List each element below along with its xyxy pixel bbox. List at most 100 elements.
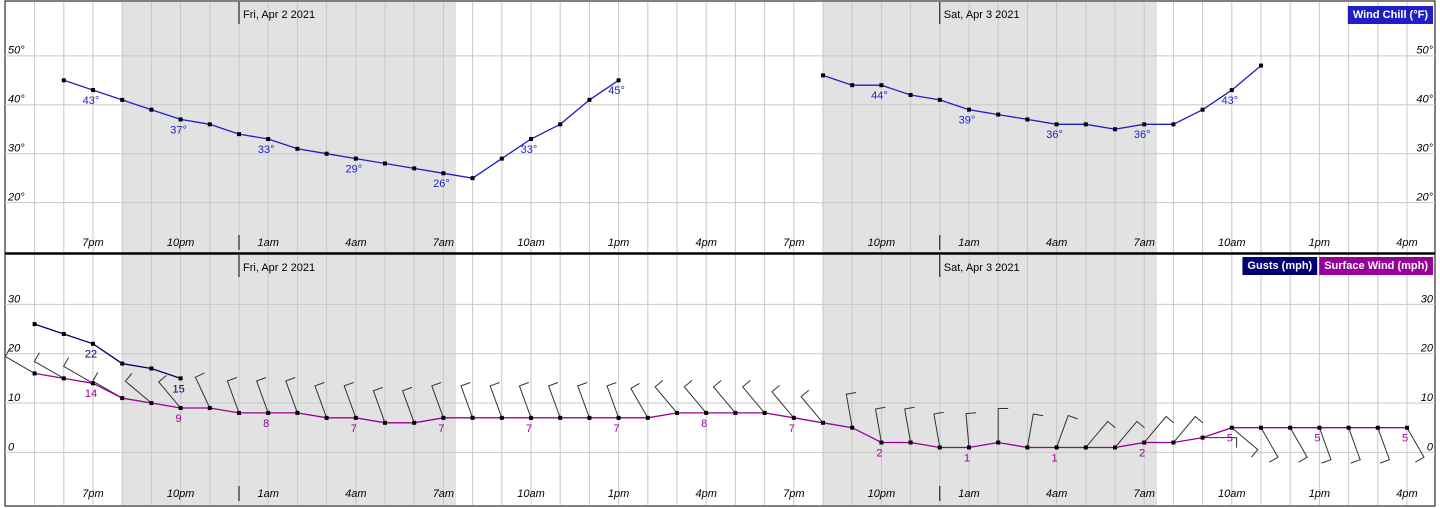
data-point: [1229, 88, 1234, 93]
data-label: 2: [876, 447, 882, 459]
data-point: [1171, 122, 1176, 127]
y-tick-label: 10: [8, 392, 21, 404]
date-label: Sat, Apr 3 2021: [944, 262, 1020, 274]
x-tick-label: 7pm: [82, 488, 103, 500]
data-point: [324, 151, 329, 156]
wind-barb: [4, 347, 35, 374]
x-tick-label: 7am: [433, 488, 454, 500]
data-point: [821, 73, 825, 78]
wind-barb: [1318, 427, 1332, 464]
data-point: [1200, 107, 1205, 112]
data-point: [821, 420, 825, 425]
wind-barb: [1143, 415, 1175, 443]
x-tick-label: 1am: [257, 488, 278, 500]
data-point: [470, 415, 475, 420]
x-tick-label: 4am: [345, 237, 366, 249]
data-point: [616, 78, 621, 83]
x-tick-label: 1am: [257, 237, 278, 249]
x-tick-label: 7am: [433, 237, 454, 249]
data-point: [120, 396, 125, 401]
wind-barb: [712, 380, 736, 414]
data-point: [1142, 122, 1147, 127]
series-line: [34, 323, 181, 380]
data-label: 37°: [170, 124, 187, 136]
data-point: [120, 361, 125, 366]
legend-box: [1242, 257, 1318, 275]
legend-label: Gusts (mph): [1247, 260, 1312, 272]
wind-barb: [33, 352, 65, 379]
data-point: [178, 376, 183, 381]
data-point: [178, 405, 183, 410]
legend-box: [1347, 6, 1433, 24]
x-tick-label: 4pm: [695, 488, 716, 500]
data-point: [266, 410, 271, 415]
wind-barb: [904, 406, 915, 443]
wind-barb: [460, 382, 474, 419]
wind-barb: [1289, 427, 1308, 463]
y-tick-label: 20°: [1415, 192, 1433, 204]
data-label: 36°: [1134, 129, 1151, 141]
data-point: [1229, 425, 1234, 430]
data-point: [353, 415, 358, 420]
data-point: [1259, 425, 1263, 430]
data-point: [32, 322, 37, 327]
data-point: [178, 117, 183, 122]
y-tick-label: 40°: [1416, 94, 1433, 106]
y-tick-label: 0: [1427, 441, 1434, 453]
wind-barb: [845, 392, 857, 428]
x-tick-label: 4pm: [1396, 488, 1417, 500]
data-label: 5: [1402, 433, 1408, 445]
data-point: [383, 161, 387, 166]
data-label: 7: [438, 423, 444, 435]
data-label: 7: [789, 423, 795, 435]
data-point: [383, 420, 387, 425]
data-point: [1171, 440, 1176, 445]
data-label: 44°: [871, 90, 888, 102]
data-label: 33°: [521, 144, 538, 156]
wind-barb: [1231, 427, 1259, 458]
data-point: [1054, 445, 1059, 450]
wind-barb: [1348, 427, 1361, 464]
wind-barb: [401, 386, 415, 423]
series-line: [63, 65, 1262, 179]
data-point: [1113, 445, 1117, 450]
data-label: 15: [172, 383, 184, 395]
data-point: [266, 137, 271, 142]
wind-barb: [1114, 420, 1145, 448]
data-label: 5: [1227, 433, 1233, 445]
data-point: [529, 415, 533, 420]
date-label: Sat, Apr 3 2021: [944, 9, 1020, 21]
data-point: [499, 415, 504, 420]
data-label: 43°: [1221, 95, 1238, 107]
x-tick-label: 4pm: [695, 237, 716, 249]
wind-barb: [1173, 415, 1204, 443]
wind-barb: [654, 380, 678, 414]
data-point: [733, 410, 738, 415]
x-tick-label: 1am: [958, 488, 979, 500]
data-point: [1083, 122, 1088, 127]
data-point: [91, 341, 95, 346]
data-point: [879, 83, 884, 88]
wind-barb: [933, 411, 944, 448]
x-tick-label: 7pm: [82, 237, 103, 249]
wind-barb: [771, 385, 795, 419]
data-point: [1375, 425, 1380, 430]
wind-barb: [372, 386, 386, 423]
data-point: [791, 415, 796, 420]
data-label: 2: [1139, 447, 1145, 459]
y-tick-label: 20°: [7, 192, 25, 204]
x-tick-label: 10am: [517, 237, 545, 249]
night-shade: [122, 2, 456, 253]
legend-box: [1319, 257, 1433, 275]
data-label: 43°: [83, 95, 100, 107]
data-point: [412, 420, 417, 425]
data-point: [645, 415, 650, 420]
wind-barb: [255, 377, 269, 414]
series-line: [34, 372, 1407, 449]
wind-barb: [547, 382, 561, 419]
x-tick-label: 7pm: [783, 237, 804, 249]
data-label: 5: [1314, 433, 1320, 445]
data-point: [996, 112, 1001, 117]
x-tick-label: 4am: [1046, 488, 1067, 500]
